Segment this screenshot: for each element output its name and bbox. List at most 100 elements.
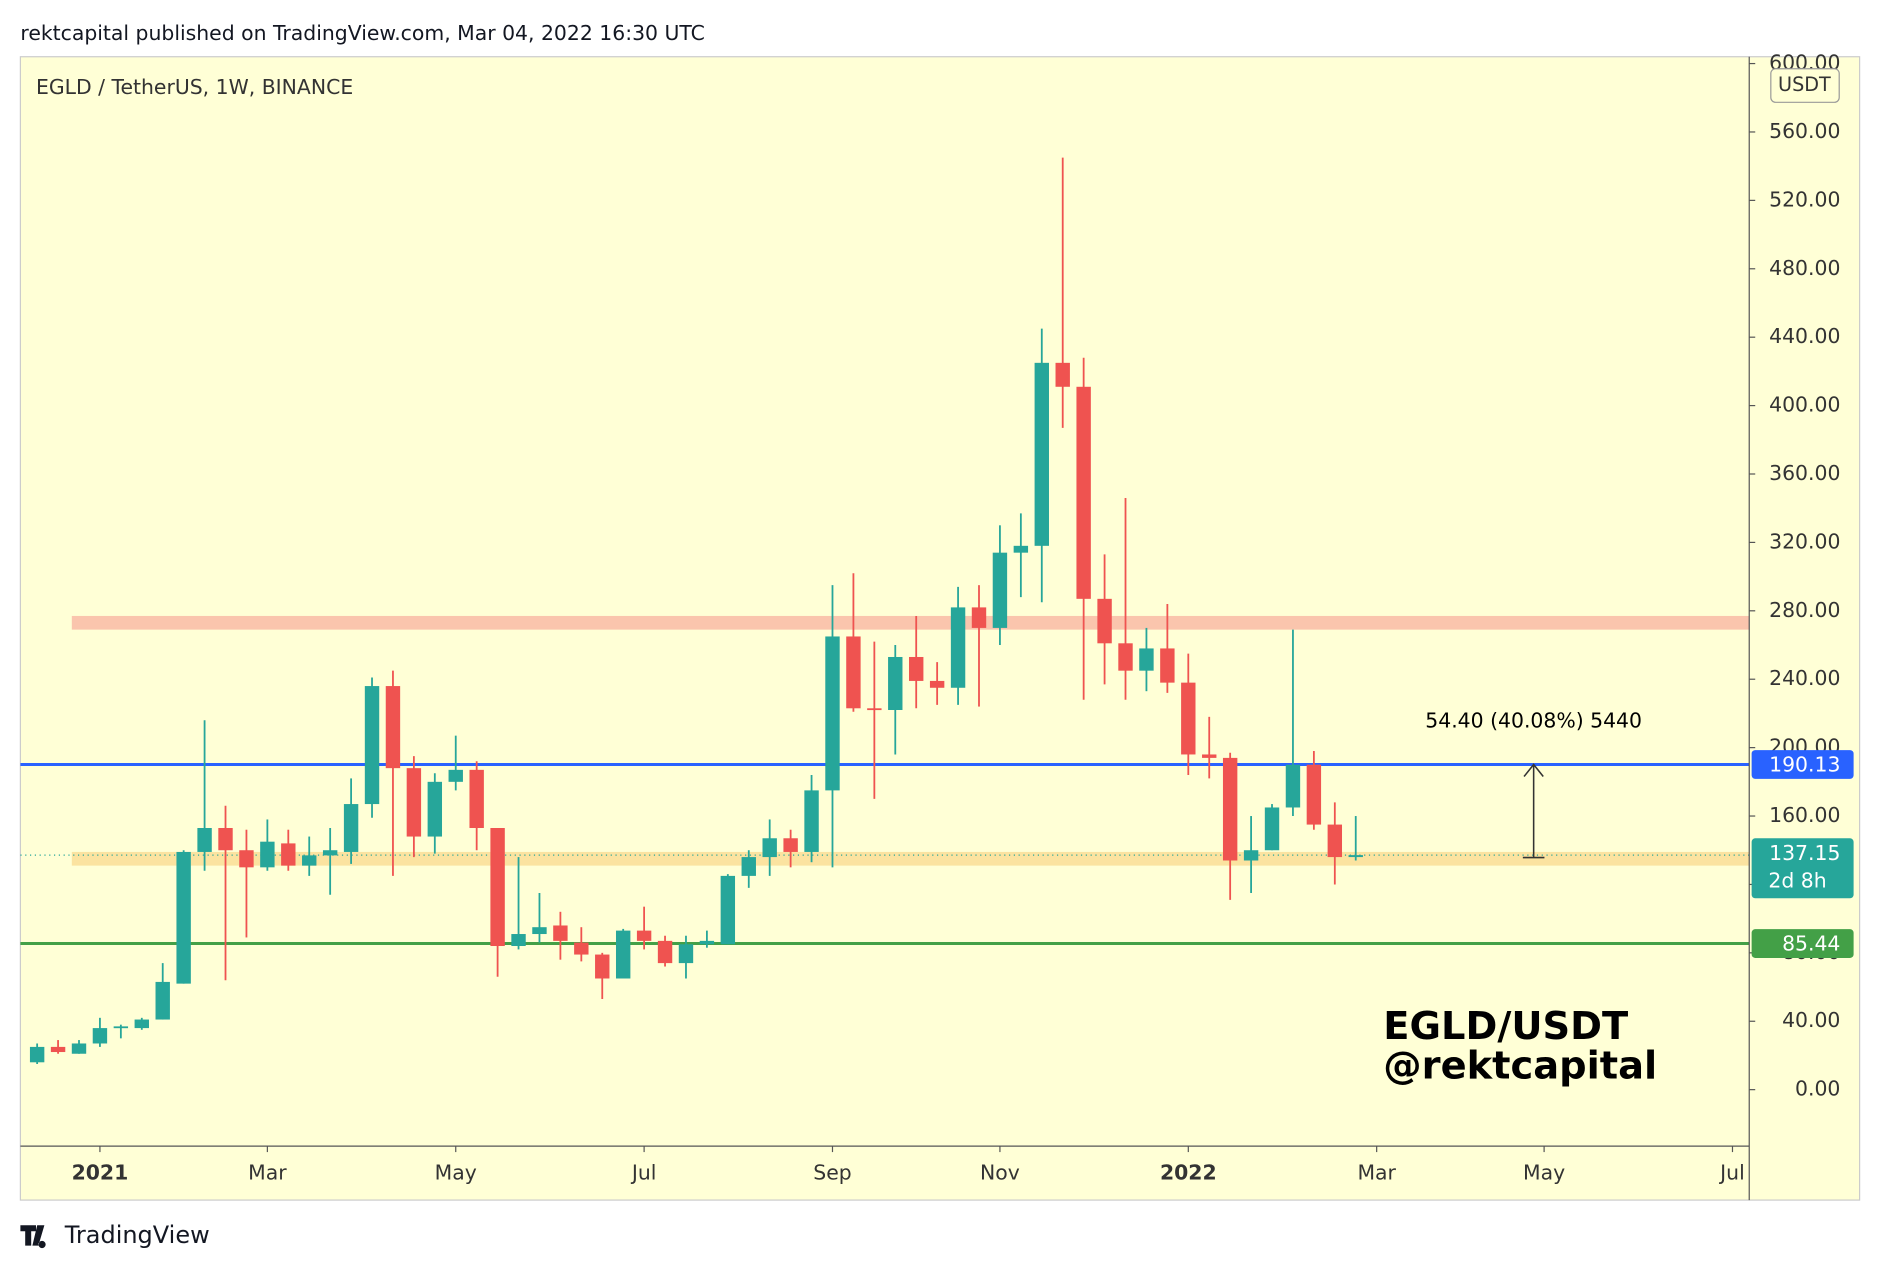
candle-body xyxy=(1181,682,1196,755)
y-tick-label: 280.00 xyxy=(1769,598,1840,622)
watermark: EGLD/USDT xyxy=(1383,1004,1628,1049)
x-tick-label: Mar xyxy=(1357,1161,1396,1185)
candle-body xyxy=(1160,648,1175,683)
candle-body xyxy=(783,838,798,852)
measure-label: 54.40 (40.08%) 5440 xyxy=(1425,708,1642,732)
candle-body xyxy=(1118,643,1133,671)
candle-body xyxy=(929,680,945,688)
candle-body xyxy=(574,942,589,955)
candle-body xyxy=(762,838,777,858)
x-tick-label: Jul xyxy=(630,1161,657,1185)
candle-body xyxy=(741,857,756,876)
x-tick-label: 2022 xyxy=(1160,1161,1217,1185)
countdown-label: 2d 8h xyxy=(1768,869,1826,893)
candle-body xyxy=(113,1026,129,1029)
candle-body xyxy=(1243,850,1259,861)
candle-body xyxy=(636,930,652,941)
x-tick-label: May xyxy=(435,1161,477,1185)
candle-body xyxy=(950,607,966,688)
y-tick-label: 40.00 xyxy=(1782,1008,1840,1032)
candle-body xyxy=(29,1046,45,1063)
current-price-badge xyxy=(1751,838,1854,899)
x-tick-label: Sep xyxy=(813,1161,851,1185)
candle-body xyxy=(1013,545,1029,553)
candle-body xyxy=(134,1019,149,1029)
candle-body xyxy=(50,1046,66,1053)
candle-body xyxy=(343,804,359,852)
price-badge-label: 85.44 xyxy=(1782,932,1840,956)
candle-body xyxy=(1055,362,1070,387)
tv-logo xyxy=(20,1225,46,1249)
y-tick-label: 480.00 xyxy=(1769,256,1840,280)
candle-body xyxy=(1306,764,1322,825)
candle-body xyxy=(1348,855,1363,858)
measure-arrowhead xyxy=(1523,763,1544,777)
candle-body xyxy=(490,828,505,947)
candle-body xyxy=(615,930,631,979)
symbol-title: EGLD / TetherUS, 1W, BINANCE xyxy=(36,75,353,99)
candle-body xyxy=(155,981,170,1020)
y-tick-label: 400.00 xyxy=(1769,393,1840,417)
candle-body xyxy=(1202,754,1217,758)
y-tick-label: 440.00 xyxy=(1769,324,1840,348)
candle-body xyxy=(364,686,380,805)
candle-body xyxy=(1139,648,1154,671)
y-tick-label: 160.00 xyxy=(1769,803,1840,827)
candle-body xyxy=(846,636,861,709)
y-tick-label: 360.00 xyxy=(1769,461,1840,485)
x-tick-label: Jul xyxy=(1718,1161,1745,1185)
candle-body xyxy=(197,828,212,852)
candle-body xyxy=(427,781,443,837)
candle-body xyxy=(176,851,191,984)
candle-body xyxy=(971,607,987,628)
header: rektcapital published on TradingView.com… xyxy=(20,21,704,45)
candle-body xyxy=(239,850,254,868)
candle-body xyxy=(281,843,296,866)
candle-body xyxy=(992,552,1008,628)
x-tick-label: Mar xyxy=(248,1161,287,1185)
candle-body xyxy=(1264,807,1280,851)
candle-body xyxy=(699,940,715,945)
candle-body xyxy=(909,656,924,681)
candle-body xyxy=(1034,362,1049,546)
candle-body xyxy=(1222,757,1238,861)
candle-body xyxy=(1097,598,1112,644)
footer-brand: TradingView xyxy=(64,1221,210,1249)
price-badge-label: 190.13 xyxy=(1769,753,1840,777)
candle-body xyxy=(322,850,338,856)
price-badge xyxy=(1751,750,1854,779)
candle-body xyxy=(825,636,840,791)
watermark: @rektcapital xyxy=(1383,1044,1657,1089)
candle-body xyxy=(511,934,526,947)
candle-body xyxy=(448,769,463,782)
candle-body xyxy=(867,708,882,711)
y-tick-label: 520.00 xyxy=(1769,187,1840,211)
x-tick-label: Nov xyxy=(980,1161,1020,1185)
candle-body xyxy=(218,828,233,851)
currency-badge xyxy=(1770,68,1840,103)
y-tick-label: 0.00 xyxy=(1795,1077,1840,1101)
candle-body xyxy=(720,875,736,945)
candle-body xyxy=(657,940,673,964)
candle-body xyxy=(595,954,610,979)
candle-body xyxy=(1076,386,1091,599)
x-tick-label: May xyxy=(1523,1161,1565,1185)
current-price-label: 137.15 xyxy=(1769,841,1840,865)
x-tick-label: 2021 xyxy=(72,1161,129,1185)
candle-body xyxy=(1285,764,1301,808)
candle-body xyxy=(385,686,401,769)
y-tick-label: 320.00 xyxy=(1769,529,1840,553)
candle-body xyxy=(1327,824,1343,858)
candle-body xyxy=(553,925,568,941)
candle-body xyxy=(804,790,819,852)
candle-body xyxy=(678,944,694,964)
candle-body xyxy=(302,855,317,866)
candle-body xyxy=(532,927,547,935)
candle-body xyxy=(406,768,422,837)
currency-label: USDT xyxy=(1778,73,1831,96)
zone xyxy=(71,615,1750,630)
y-tick-label: 240.00 xyxy=(1769,666,1840,690)
y-tick-label: 560.00 xyxy=(1769,119,1840,143)
candle-body xyxy=(260,841,275,868)
